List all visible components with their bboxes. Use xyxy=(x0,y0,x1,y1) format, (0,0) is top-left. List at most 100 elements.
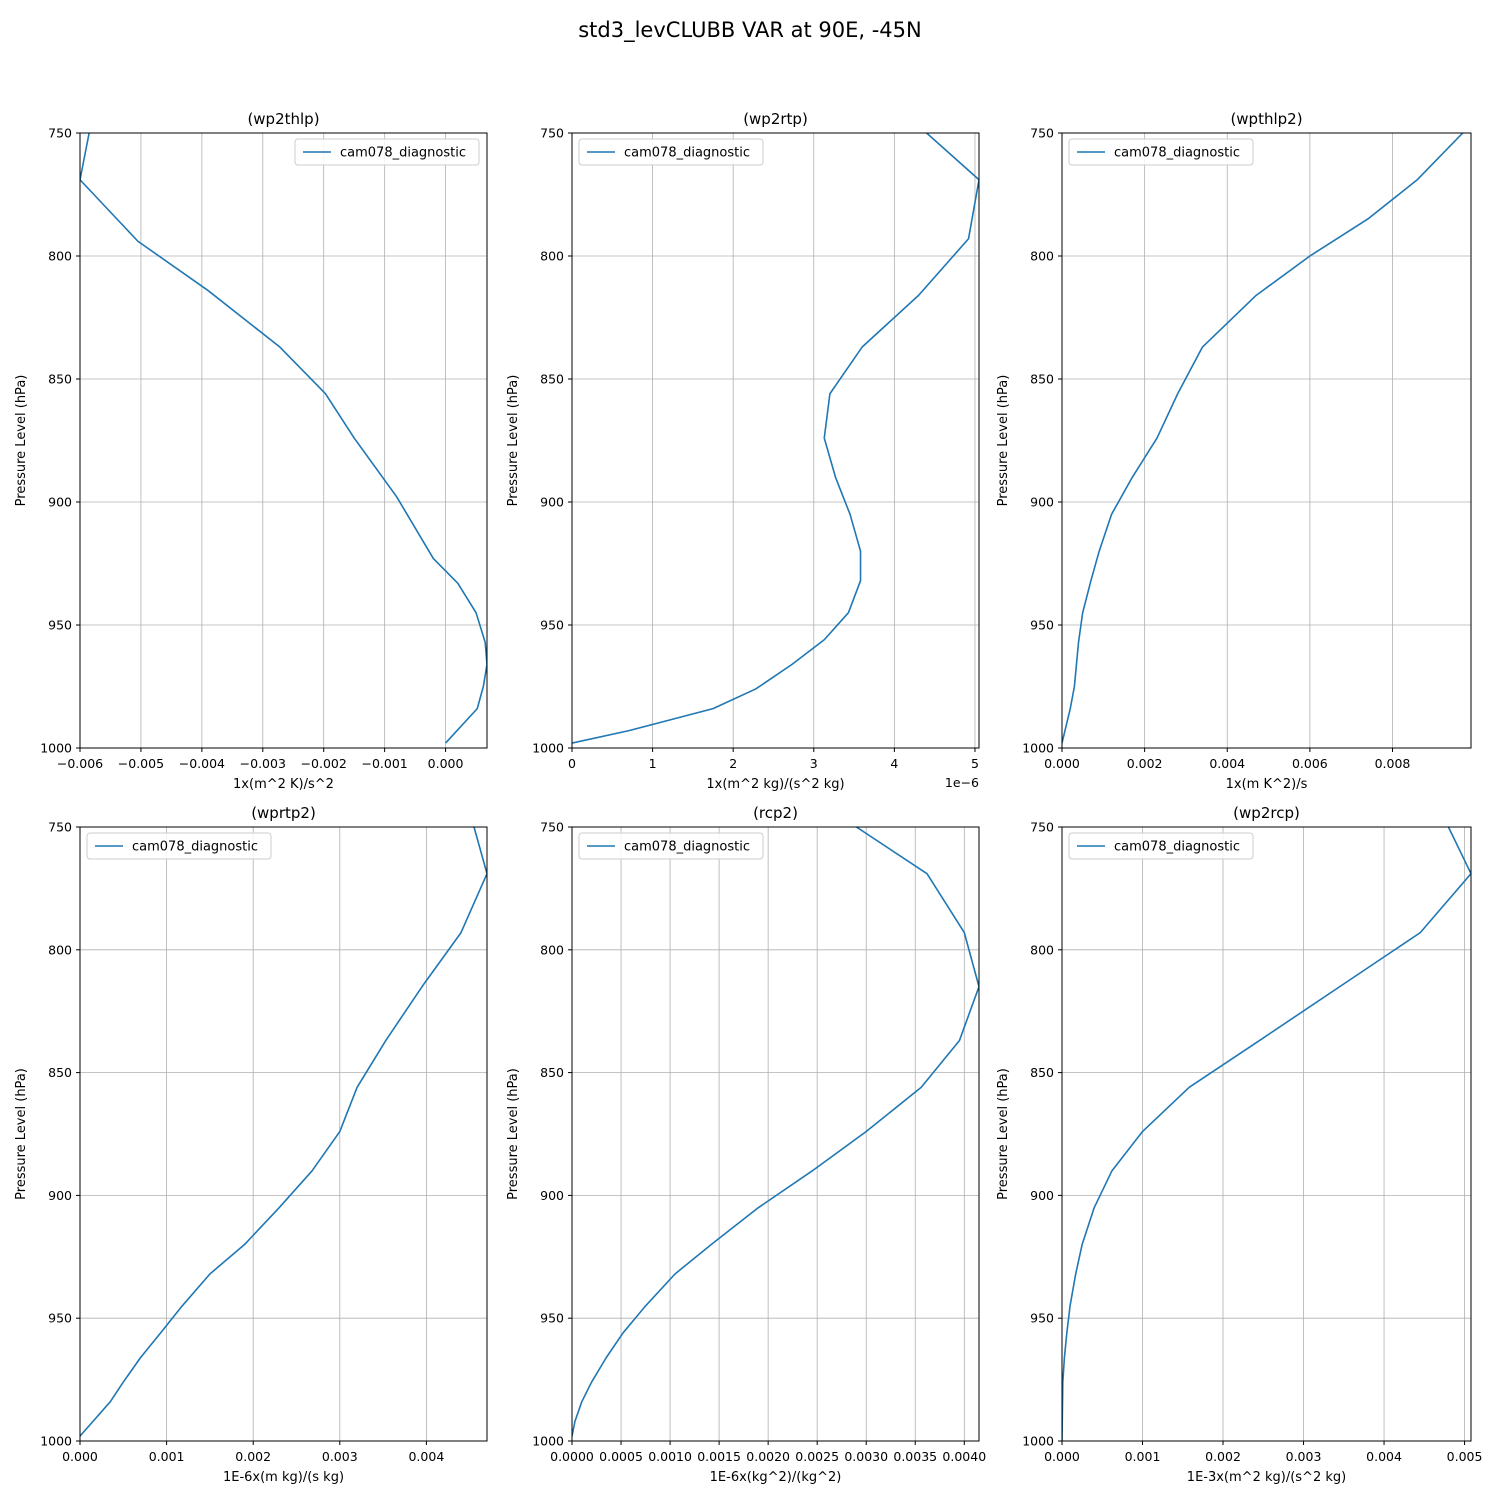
x-tick-label: 0.002 xyxy=(1127,756,1163,771)
legend-box xyxy=(578,832,764,860)
y-tick-label: 750 xyxy=(48,126,72,141)
axes-frame xyxy=(571,132,980,749)
legend-box xyxy=(294,138,480,166)
y-tick-label: 1000 xyxy=(532,1434,564,1449)
figure-title: std3_levCLUBB VAR at 90E, -45N xyxy=(578,18,922,43)
x-axis-label: 1E-6x(kg^2)/(kg^2) xyxy=(710,1470,842,1485)
legend-label: cam078_diagnostic xyxy=(340,146,466,161)
legend-label: cam078_diagnostic xyxy=(132,840,258,855)
y-axis-label: Pressure Level (hPa) xyxy=(14,1068,29,1200)
x-tick-label: 0.008 xyxy=(1375,756,1411,771)
legend-label: cam078_diagnostic xyxy=(1114,146,1240,161)
y-axis-label: Pressure Level (hPa) xyxy=(996,375,1011,507)
x-tick-label: 0.000 xyxy=(1044,1449,1080,1464)
x-tick-label: 0.000 xyxy=(62,1449,98,1464)
x-tick-label: 0.003 xyxy=(1286,1449,1322,1464)
legend-label: cam078_diagnostic xyxy=(1114,840,1240,855)
legend-label: cam078_diagnostic xyxy=(624,146,750,161)
panel-3: 0.000 0.001 0.002 0.003 0.004 750 800 850 900 950… xyxy=(14,804,488,1485)
x-tick-label: 0.0015 xyxy=(697,1449,741,1464)
legend: cam078_diagnostic xyxy=(1068,138,1254,166)
y-tick-label: 800 xyxy=(1030,249,1054,264)
x-tick-label: 0.0035 xyxy=(893,1449,937,1464)
y-tick-label: 750 xyxy=(48,820,72,835)
y-tick-label: 900 xyxy=(540,1188,564,1203)
x-tick-label: 0.0000 xyxy=(550,1449,594,1464)
panel-title: (wp2rtp) xyxy=(743,110,808,128)
y-tick-label: 950 xyxy=(1030,618,1054,633)
legend: cam078_diagnostic xyxy=(578,138,764,166)
y-tick-label: 850 xyxy=(48,1065,72,1080)
y-tick-label: 850 xyxy=(1030,372,1054,387)
x-tick-label: −0.006 xyxy=(57,756,103,771)
y-tick-label: 750 xyxy=(540,126,564,141)
panel-title: (wp2rcp) xyxy=(1233,804,1300,822)
x-tick-label: −0.003 xyxy=(240,756,286,771)
legend: cam078_diagnostic xyxy=(294,138,480,166)
x-tick-label: 0.000 xyxy=(428,756,464,771)
x-offset-label: 1e−6 xyxy=(945,775,979,790)
x-axis-label: 1x(m K^2)/s xyxy=(1226,777,1308,792)
y-tick-label: 850 xyxy=(540,372,564,387)
y-tick-label: 950 xyxy=(1030,1311,1054,1326)
x-axis-label: 1x(m^2 K)/s^2 xyxy=(233,777,334,792)
x-tick-label: 0.004 xyxy=(408,1449,444,1464)
y-tick-label: 1000 xyxy=(1022,741,1054,756)
y-tick-label: 1000 xyxy=(1022,1434,1054,1449)
panel-title: (wpthlp2) xyxy=(1230,110,1302,128)
y-tick-label: 800 xyxy=(1030,942,1054,957)
y-tick-label: 850 xyxy=(48,372,72,387)
x-axis-label: 1E-6x(m kg)/(s kg) xyxy=(223,1470,344,1485)
x-tick-label: 0.004 xyxy=(1209,756,1245,771)
series-line-0 xyxy=(572,133,979,744)
panel-1: 0 1 2 3 4 5 750 800 850 900 950 1000 1e−6 (wp2rtp) 1x(… xyxy=(506,110,980,792)
x-tick-label: 0.001 xyxy=(1125,1449,1161,1464)
panel-title: (wp2thlp) xyxy=(247,110,319,128)
x-tick-label: 0.0020 xyxy=(746,1449,790,1464)
y-tick-label: 1000 xyxy=(40,741,72,756)
y-tick-label: 900 xyxy=(48,1188,72,1203)
y-tick-label: 950 xyxy=(48,1311,72,1326)
y-tick-label: 750 xyxy=(540,820,564,835)
panel-0: −0.006 −0.005 −0.004 −0.003 −0.002 −0.001 0.00… xyxy=(14,110,488,792)
x-tick-label: 0.0030 xyxy=(844,1449,888,1464)
legend: cam078_diagnostic xyxy=(578,832,764,860)
y-tick-label: 800 xyxy=(540,942,564,957)
series-line-0 xyxy=(80,827,487,1437)
series-line-0 xyxy=(1062,827,1471,1441)
y-tick-label: 900 xyxy=(48,495,72,510)
x-tick-label: 0.004 xyxy=(1366,1449,1402,1464)
y-tick-label: 950 xyxy=(540,1311,564,1326)
x-tick-label: 0 xyxy=(568,756,576,771)
x-axis-label: 1E-3x(m^2 kg)/(s^2 kg) xyxy=(1187,1470,1346,1485)
x-tick-label: 0.005 xyxy=(1447,1449,1483,1464)
y-tick-label: 900 xyxy=(540,495,564,510)
y-tick-label: 1000 xyxy=(532,741,564,756)
x-axis-label: 1x(m^2 kg)/(s^2 kg) xyxy=(706,777,844,792)
panel-title: (rcp2) xyxy=(753,804,798,822)
x-tick-label: −0.004 xyxy=(179,756,225,771)
y-tick-label: 950 xyxy=(540,618,564,633)
legend-box xyxy=(1068,138,1254,166)
y-axis-label: Pressure Level (hPa) xyxy=(996,1068,1011,1200)
x-tick-label: −0.002 xyxy=(301,756,347,771)
x-tick-label: 2 xyxy=(729,756,737,771)
panel-4: 0.0000 0.0005 0.0010 0.0015 0.0020 0.0025 0.00… xyxy=(506,804,986,1485)
x-tick-label: 0.0005 xyxy=(599,1449,643,1464)
axes-frame xyxy=(79,132,488,749)
y-tick-label: 900 xyxy=(1030,1188,1054,1203)
x-tick-label: 0.0025 xyxy=(795,1449,839,1464)
axes-frame xyxy=(1061,826,1472,1442)
y-tick-label: 800 xyxy=(48,249,72,264)
y-tick-label: 800 xyxy=(540,249,564,264)
y-tick-label: 750 xyxy=(1030,126,1054,141)
x-tick-label: 0.006 xyxy=(1292,756,1328,771)
x-tick-label: 0.0010 xyxy=(648,1449,692,1464)
x-tick-label: 4 xyxy=(890,756,898,771)
x-tick-label: 1 xyxy=(649,756,657,771)
y-tick-label: 1000 xyxy=(40,1434,72,1449)
y-axis-label: Pressure Level (hPa) xyxy=(506,1068,521,1200)
series-line-0 xyxy=(1062,133,1464,744)
y-tick-label: 850 xyxy=(1030,1065,1054,1080)
